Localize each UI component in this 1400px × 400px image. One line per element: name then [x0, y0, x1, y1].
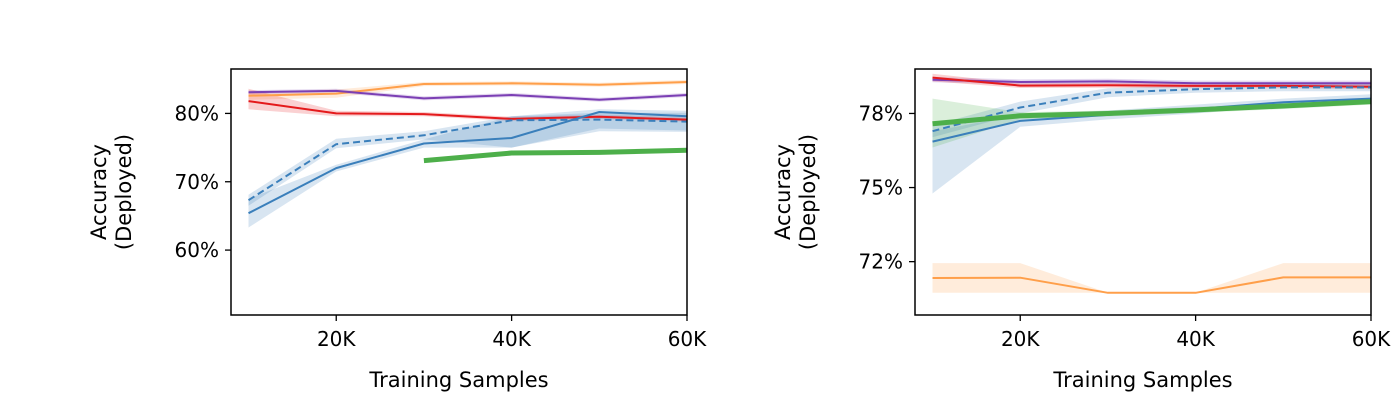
y-tick-label: 78%: [859, 101, 903, 125]
accuracy-chart-right: 20K 40K 60K 72% 75% 78% Training Samples Accura…: [771, 68, 1391, 392]
y-tick-label: 60%: [175, 238, 219, 262]
y-tick-label: 80%: [175, 101, 219, 125]
series-0-line: [932, 78, 1371, 85]
plot-area: [932, 73, 1371, 294]
y-axis-label: Accuracy(Deployed): [771, 134, 820, 250]
series-2-line: [932, 86, 1371, 133]
y-tick-label: 75%: [859, 176, 903, 200]
x-axis-label: Training Samples: [1052, 368, 1232, 392]
series-4-line: [248, 111, 687, 215]
plot-frame: [230, 68, 688, 316]
y-tick-label: 72%: [859, 250, 903, 274]
y-tick-label: 70%: [175, 170, 219, 194]
series-2-line: [248, 100, 687, 121]
x-tick-label: 40K: [492, 327, 531, 351]
plot-frame: [914, 68, 1372, 316]
accuracy-chart-left: 20K 40K 60K 60% 70% 80% Training Samples Accura…: [87, 68, 707, 392]
series-0-line: [248, 81, 687, 97]
series-5-confidence-band: [932, 263, 1371, 293]
x-tick-label: 60K: [1352, 327, 1391, 351]
y-axis-label: Accuracy(Deployed): [87, 134, 136, 250]
series-5-line: [932, 276, 1371, 294]
series-3-confidence-band: [248, 112, 687, 206]
plot-area: [247, 79, 687, 228]
series-5-line: [423, 147, 687, 164]
x-tick-label: 40K: [1176, 327, 1215, 351]
series-2-confidence-band: [932, 83, 1371, 138]
x-tick-label: 20K: [1001, 327, 1040, 351]
x-tick-label: 20K: [317, 327, 356, 351]
series-1-line: [932, 76, 1371, 88]
x-tick-label: 60K: [668, 327, 707, 351]
series-3-line: [247, 118, 687, 202]
x-axis-label: Training Samples: [368, 368, 548, 392]
series-1-line: [248, 89, 687, 101]
series-4-line: [932, 99, 1371, 127]
